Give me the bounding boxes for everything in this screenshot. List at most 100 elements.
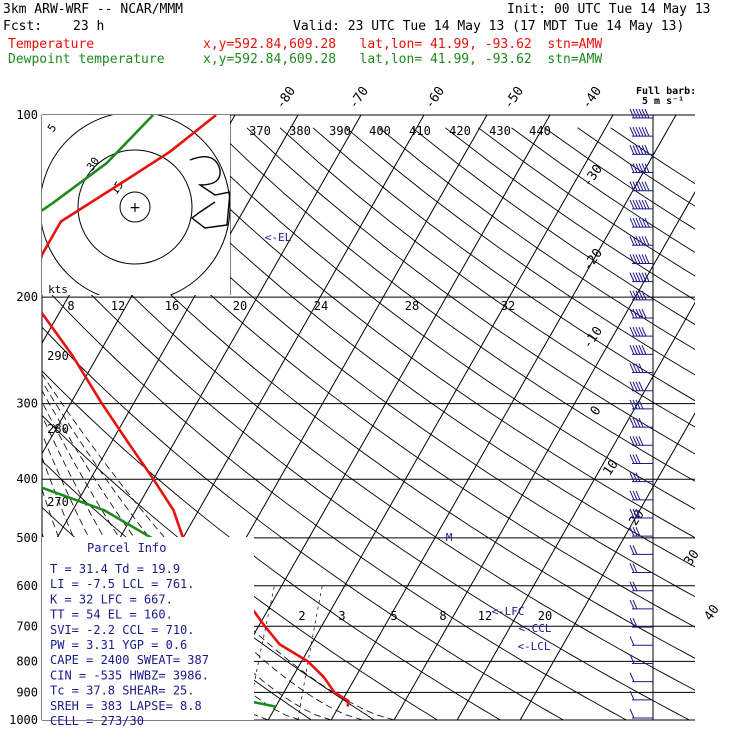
wind-barb <box>629 381 653 392</box>
level-marker: <-LFC <box>491 605 524 618</box>
isotherm-label: -10 <box>580 324 606 352</box>
wind-barb <box>629 581 653 592</box>
wind-barb-feather <box>641 199 647 210</box>
isotherm-label: -20 <box>580 246 606 274</box>
wind-barb-feather <box>641 345 647 355</box>
wind-barb-feather <box>632 617 638 628</box>
wind-barb-feather <box>635 490 641 501</box>
dry-adiabat-label: 270 <box>47 495 69 509</box>
wind-barb-feather <box>632 163 638 173</box>
wind-barb <box>629 545 653 555</box>
wind-barb-feather <box>629 490 635 501</box>
wind-barb-feather <box>629 363 635 373</box>
wind-barb <box>629 145 653 155</box>
wind-barb-feather <box>644 145 650 155</box>
wind-barb-feather <box>638 417 644 428</box>
hodograph-center: + <box>129 200 141 216</box>
wind-barb-feather <box>632 126 638 137</box>
dry-adiabat-line <box>577 127 695 207</box>
wind-barb-feather <box>635 181 641 191</box>
isotherm-line <box>330 115 677 720</box>
wind-barb <box>629 708 653 719</box>
wind-barb <box>629 399 653 410</box>
wind-barb-feather <box>629 181 635 191</box>
wind-barb-feather <box>629 326 635 337</box>
wind-barb-feather <box>632 454 638 464</box>
wind-barb-feather <box>629 399 635 410</box>
wind-barb-feather <box>629 145 635 155</box>
wind-barb <box>629 217 653 228</box>
wind-barb-feather <box>641 254 647 264</box>
wind-barb <box>629 308 653 319</box>
theta-label: 400 <box>369 124 391 138</box>
forecast-label: Fcst: <box>3 19 43 34</box>
wind-barb-feather <box>644 163 650 173</box>
level-marker: M <box>446 531 453 544</box>
wind-barb-feather <box>641 108 647 119</box>
wind-barb-feather <box>635 345 641 355</box>
wind-barb-feather <box>629 290 635 301</box>
wind-barb-feather <box>638 126 644 137</box>
wind-barb-feather <box>635 199 641 210</box>
wind-barb <box>629 272 653 283</box>
wind-barb <box>629 199 653 210</box>
mixing-ratio-lower-label: 2 <box>298 609 305 623</box>
dry-adiabat-line <box>411 127 695 326</box>
valid-time: Valid: 23 UTC Tue 14 May 13 (17 MDT Tue … <box>293 19 685 34</box>
full-barb-label: Full barb: <box>636 86 697 97</box>
wind-barb-feather <box>632 526 638 537</box>
wind-barb <box>629 326 653 337</box>
wind-barbs <box>629 108 653 719</box>
wind-barb-feather <box>638 163 644 173</box>
wind-barb-feather <box>629 272 635 282</box>
dry-adiabat-line <box>114 127 695 568</box>
pressure-tick-label: 800 <box>16 654 38 668</box>
parcel-info-row: PW = 3.31 YGP = 0.6 <box>50 638 187 652</box>
parcel-info-row: K = 32 LFC = 667. <box>50 592 173 606</box>
wind-barb-feather <box>629 381 635 391</box>
mixing-ratio-label: 24 <box>314 299 328 313</box>
parcel-info-row: SREH = 383 LAPSE= 8.8 <box>50 699 202 713</box>
isotherm-line <box>393 191 695 720</box>
wind-barb <box>629 436 653 446</box>
temperature-legend: Temperature <box>8 37 95 52</box>
wind-barb-feather <box>632 417 638 428</box>
wind-barb-feather <box>635 217 641 228</box>
dewpoint-location: x,y=592.84,609.28 lat,lon= 41.99, -93.62… <box>203 52 603 67</box>
wind-barb-feather <box>629 581 635 591</box>
wind-barb-feather <box>635 145 641 155</box>
wind-barb-feather <box>632 381 638 391</box>
theta-label: 410 <box>409 124 431 138</box>
wind-barb <box>629 636 653 646</box>
dry-adiabat-line <box>42 241 691 720</box>
wind-barb-feather <box>632 545 638 555</box>
wind-barb-feather <box>638 381 644 391</box>
dewpoint-legend: Dewpoint temperature <box>8 52 165 67</box>
wind-barb-feather <box>632 181 638 191</box>
wind-barb-feather <box>632 436 638 446</box>
hodograph: + <box>42 115 230 295</box>
wind-barb-feather <box>632 326 638 337</box>
wind-barb-feather <box>635 163 641 173</box>
dry-adiabat-line <box>81 127 695 598</box>
wind-barb-feather <box>632 108 638 119</box>
wind-barb <box>629 363 653 374</box>
wind-barb-feather <box>632 254 638 264</box>
wind-barb <box>629 126 653 137</box>
dry-adiabat-line <box>213 127 695 482</box>
theta-label: 430 <box>489 124 511 138</box>
wind-barb-feather <box>635 436 641 446</box>
wind-barb-feather <box>629 617 635 628</box>
mixing-ratio-lower-label: 3 <box>338 609 345 623</box>
wind-barb <box>629 181 653 192</box>
mixing-ratio-label: 16 <box>165 299 179 313</box>
dry-adiabat-label: 280 <box>47 422 69 436</box>
parcel-info-row: T = 31.4 Td = 19.9 <box>50 562 180 576</box>
wind-barb-feather <box>629 163 635 173</box>
wind-barb <box>629 163 653 174</box>
wind-barb-feather <box>632 490 638 501</box>
wind-barb-feather <box>638 345 644 355</box>
wind-barb-feather <box>629 417 635 428</box>
temperature-profile-line <box>42 115 350 707</box>
